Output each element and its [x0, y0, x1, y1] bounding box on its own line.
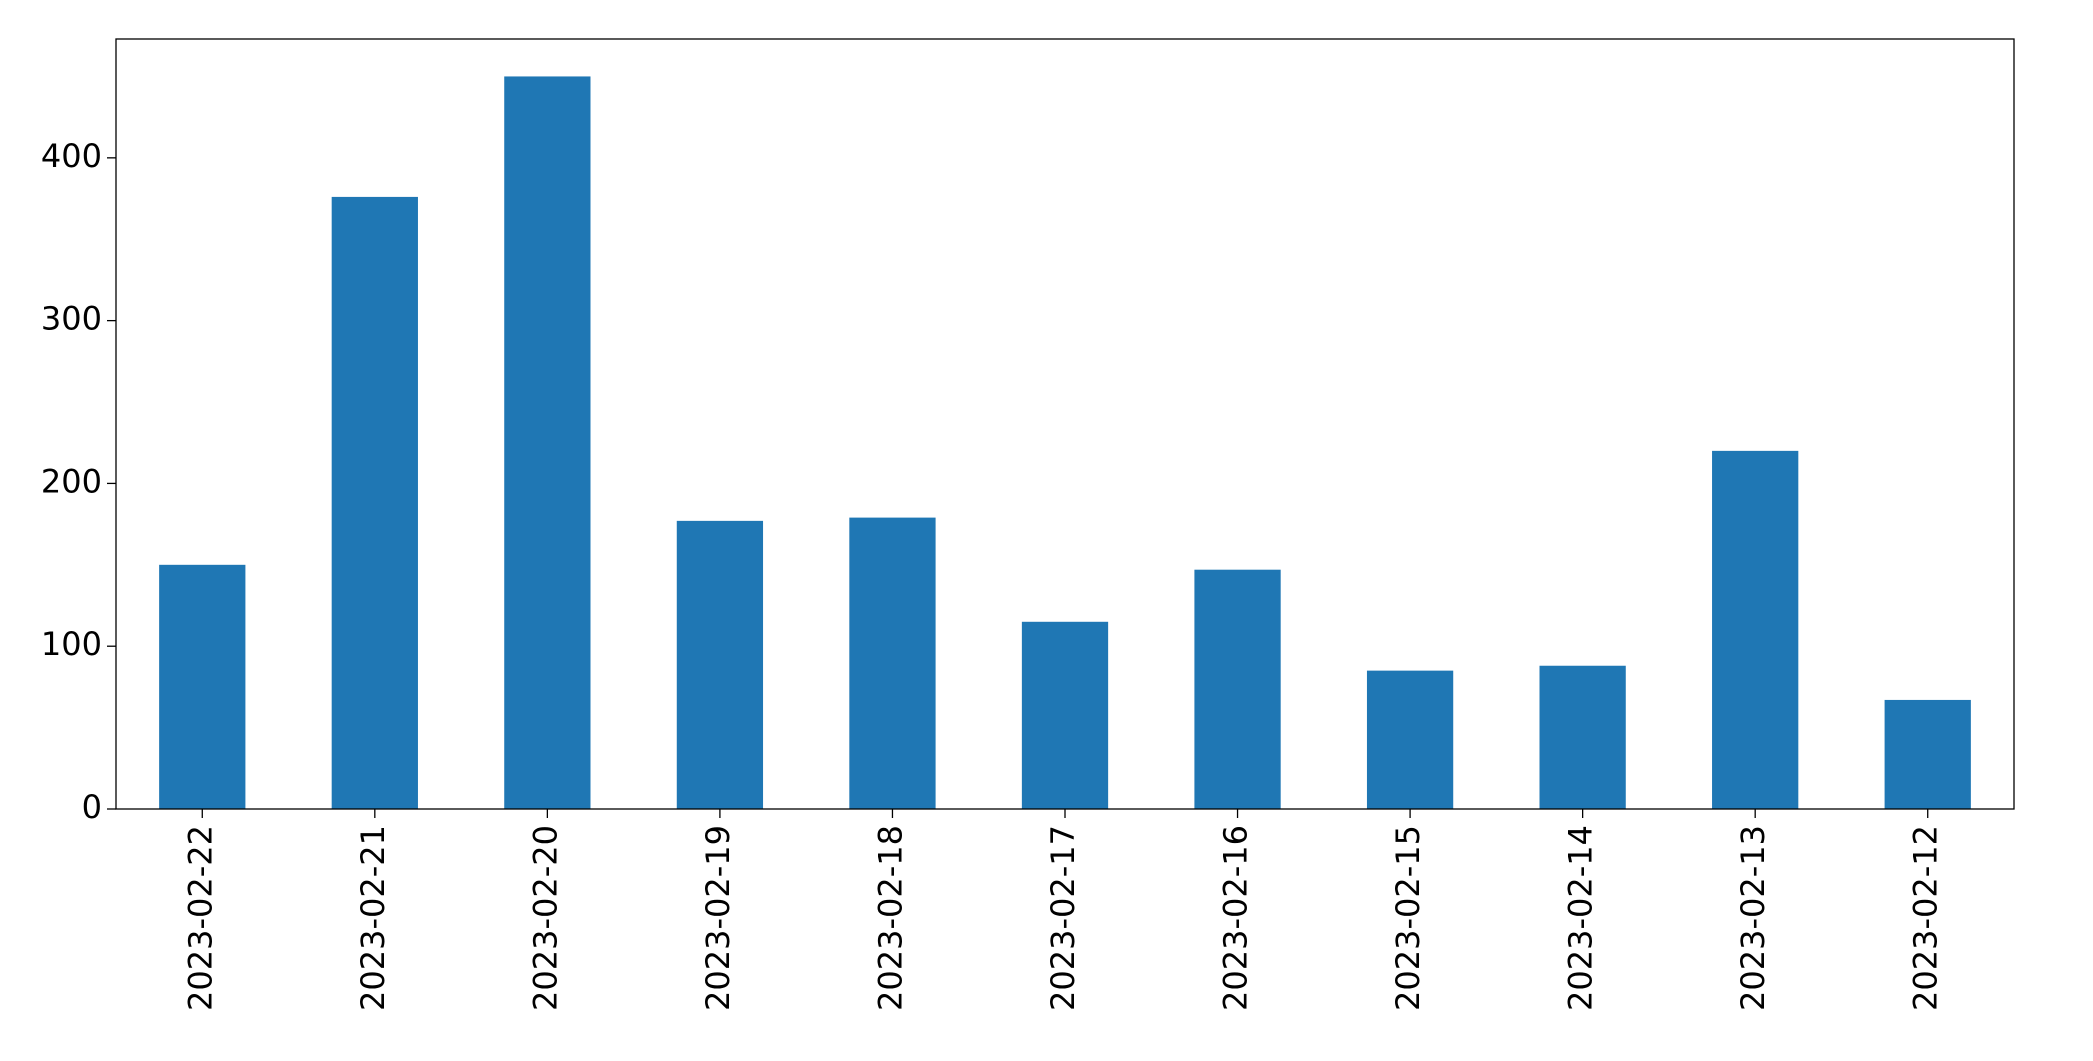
x-tick-label: 2023-02-20 [526, 825, 564, 1011]
x-tick-label: 2023-02-15 [1389, 825, 1427, 1011]
x-tick-label: 2023-02-21 [354, 825, 392, 1011]
bar [1366, 670, 1454, 809]
bar [331, 196, 418, 809]
x-tick-label: 2023-02-14 [1562, 825, 1600, 1011]
bar [1539, 665, 1626, 809]
y-tick-label: 400 [41, 137, 102, 175]
plot-frame [115, 38, 2015, 810]
bar [159, 564, 246, 809]
bar [1712, 450, 1799, 809]
y-tick-label: 0 [82, 788, 102, 826]
bar [676, 520, 764, 809]
bar [849, 517, 936, 809]
x-tick-label: 2023-02-13 [1734, 825, 1772, 1011]
bar [1194, 569, 1281, 809]
x-tick-label: 2023-02-22 [181, 825, 219, 1011]
x-tick-label: 2023-02-18 [871, 825, 909, 1011]
bar [1021, 621, 1109, 809]
x-tick-label: 2023-02-12 [1907, 825, 1945, 1011]
x-tick-label: 2023-02-17 [1044, 825, 1082, 1011]
bar [1884, 699, 1971, 809]
x-tick-label: 2023-02-16 [1217, 825, 1255, 1011]
y-tick-label: 200 [41, 462, 102, 500]
y-tick-label: 100 [41, 625, 102, 663]
y-tick-label: 300 [41, 300, 102, 338]
bar [504, 76, 591, 809]
x-tick-label: 2023-02-19 [699, 825, 737, 1011]
